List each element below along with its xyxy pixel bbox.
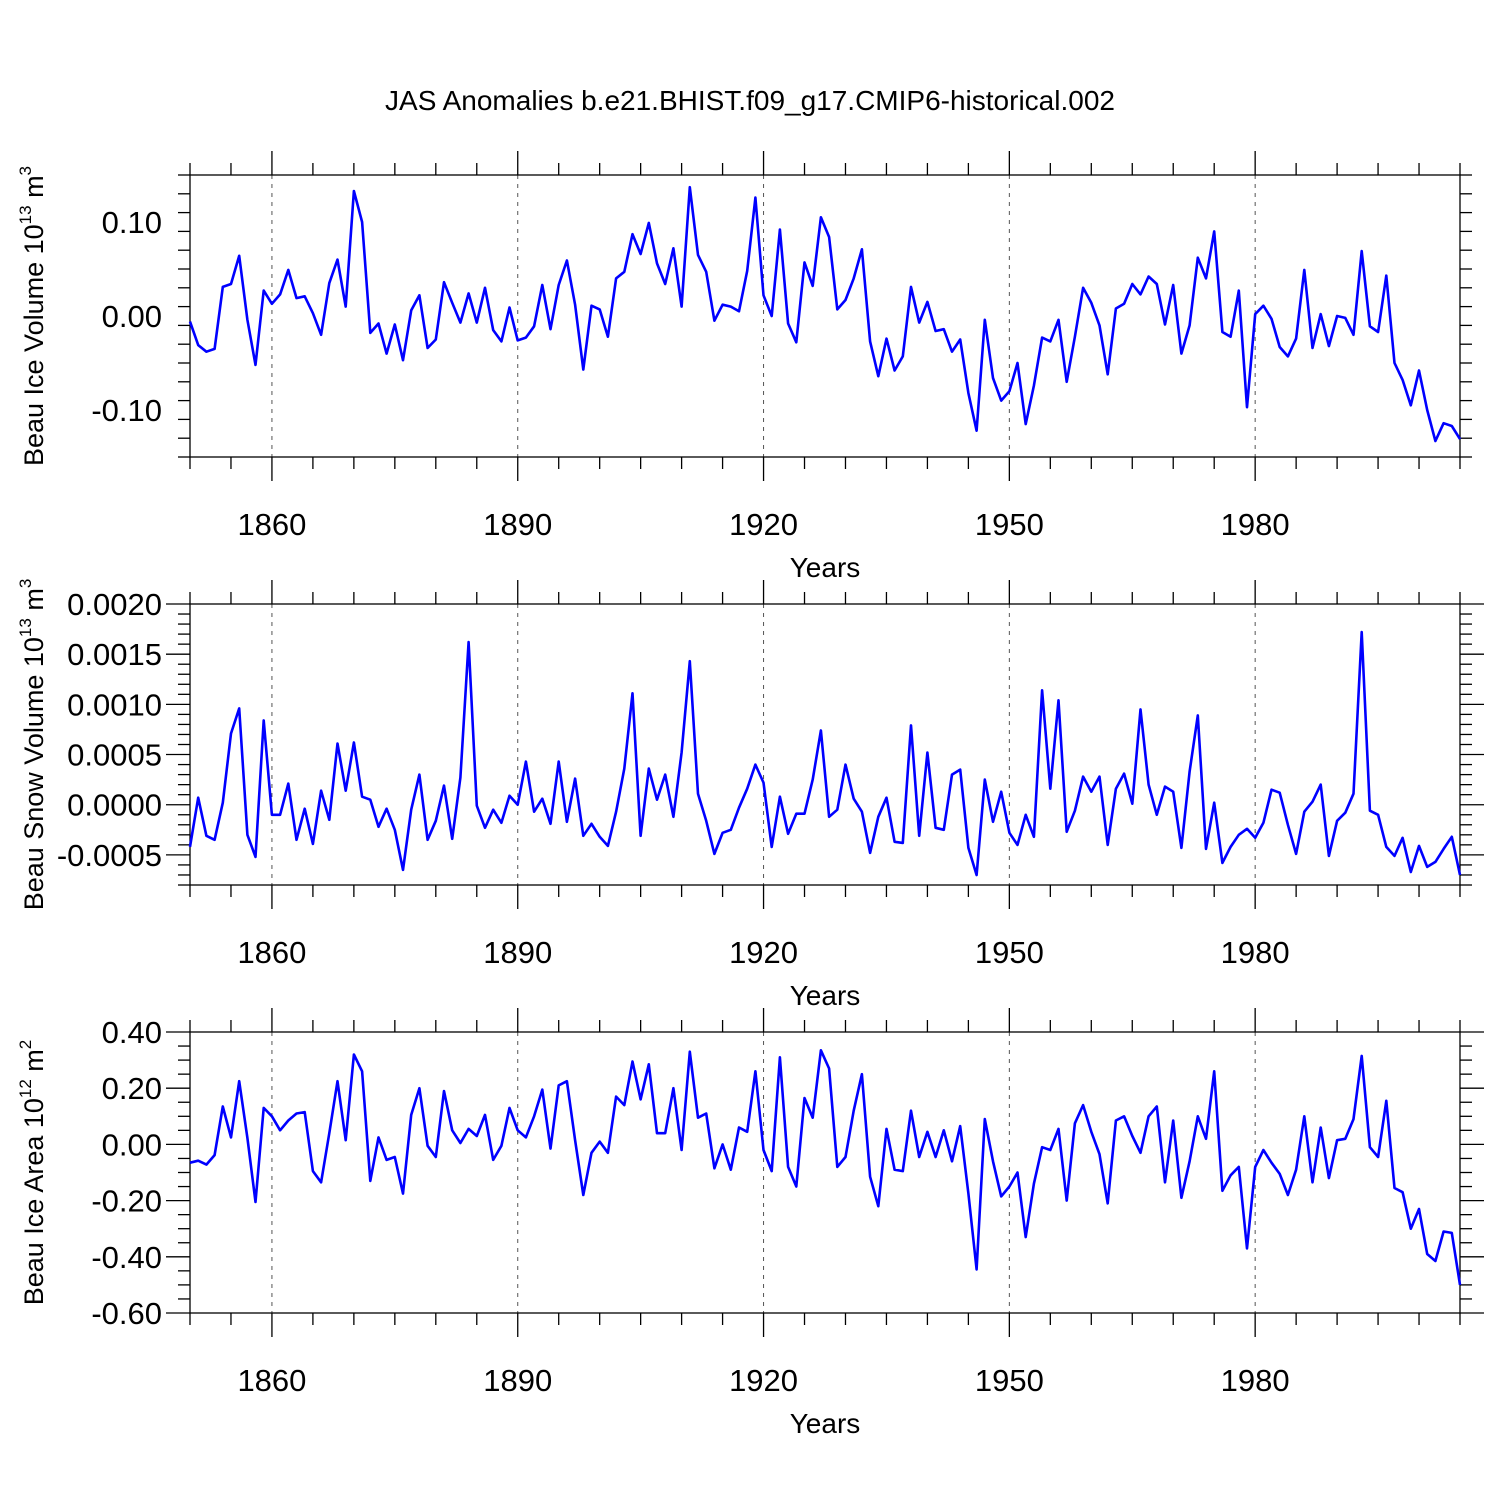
panel-snow-volume: -0.0005 0.0000 0.0005 0.0010 0.0015 0.0020 18… xyxy=(16,579,1484,1011)
x-tick-label: 1860 xyxy=(237,1363,306,1398)
y-axis-label: Beau Ice Area 1012 m2 xyxy=(16,1040,49,1306)
x-axis-label: Years xyxy=(790,1408,861,1439)
y-axis-label-unit: m xyxy=(19,1049,49,1079)
y-tick-label: 0.10 xyxy=(102,205,162,240)
x-tick-label: 1950 xyxy=(975,935,1044,970)
axis-ticks xyxy=(166,580,1484,909)
x-tick-label: 1890 xyxy=(483,935,552,970)
y-tick-label: 0.00 xyxy=(102,299,162,334)
x-tick-labels: 1860 1890 1920 1950 1980 xyxy=(237,507,1289,542)
plot-frame xyxy=(189,603,1461,886)
x-tick-label: 1980 xyxy=(1221,507,1290,542)
y-axis-label-unit-exponent: 3 xyxy=(16,579,35,588)
y-axis-label-unit-exponent: 3 xyxy=(16,166,35,175)
x-tick-label: 1890 xyxy=(483,1363,552,1398)
x-tick-label: 1980 xyxy=(1221,1363,1290,1398)
y-axis-label-exponent: 12 xyxy=(16,1079,35,1098)
y-tick-label: 0.0015 xyxy=(67,637,162,672)
y-tick-label: 0.20 xyxy=(102,1071,162,1106)
y-tick-label: -0.60 xyxy=(91,1296,162,1331)
y-axis-label: Beau Ice Volume 1013 m3 xyxy=(16,166,49,466)
x-tick-label: 1860 xyxy=(237,935,306,970)
y-axis-label-main: Beau Ice Volume 10 xyxy=(19,224,49,466)
y-axis-label-unit-exponent: 2 xyxy=(16,1040,35,1049)
y-axis-label: Beau Snow Volume 1013 m3 xyxy=(16,579,49,911)
plot-frame xyxy=(189,174,1461,458)
y-axis-label-unit: m xyxy=(19,588,49,618)
vertical-gridlines xyxy=(271,1032,1256,1313)
x-axis-label: Years xyxy=(790,980,861,1011)
y-tick-label: -0.0005 xyxy=(57,838,162,873)
panel-ice-volume: -0.10 0.00 0.10 1860 1890 1920 1950 1980 Years… xyxy=(16,151,1472,583)
ice-volume-series-line xyxy=(188,185,1462,443)
x-tick-label: 1950 xyxy=(975,1363,1044,1398)
y-tick-label: -0.20 xyxy=(91,1184,162,1219)
y-tick-label: -0.40 xyxy=(91,1240,162,1275)
y-tick-label: 0.0005 xyxy=(67,738,162,773)
snow-volume-series-line xyxy=(188,630,1462,877)
x-tick-label: 1920 xyxy=(729,935,798,970)
panel-ice-area: -0.60 -0.40 -0.20 0.00 0.20 0.40 1860 1890 1920… xyxy=(16,1008,1484,1439)
x-tick-label: 1890 xyxy=(483,507,552,542)
y-tick-label: 0.00 xyxy=(102,1127,162,1162)
y-tick-labels: -0.0005 0.0000 0.0005 0.0010 0.0015 0.0020 xyxy=(57,587,162,873)
y-tick-labels: -0.10 0.00 0.10 xyxy=(91,205,162,428)
x-tick-label: 1980 xyxy=(1221,935,1290,970)
y-axis-label-exponent: 13 xyxy=(16,205,35,224)
vertical-gridlines xyxy=(271,175,1256,457)
axis-ticks xyxy=(166,1008,1484,1337)
x-tick-labels: 1860 1890 1920 1950 1980 xyxy=(237,935,1289,970)
axis-ticks xyxy=(178,151,1472,481)
y-tick-label: 0.40 xyxy=(102,1015,162,1050)
y-tick-label: 0.0020 xyxy=(67,587,162,622)
x-axis-label: Years xyxy=(790,552,861,583)
plot-frame xyxy=(189,1031,1461,1314)
y-axis-label-exponent: 13 xyxy=(16,618,35,637)
figure-title: JAS Anomalies b.e21.BHIST.f09_g17.CMIP6-… xyxy=(385,85,1115,116)
y-tick-label: 0.0010 xyxy=(67,687,162,722)
x-tick-labels: 1860 1890 1920 1950 1980 xyxy=(237,1363,1289,1398)
y-tick-label: -0.10 xyxy=(91,393,162,428)
x-tick-label: 1860 xyxy=(237,507,306,542)
x-tick-label: 1920 xyxy=(729,1363,798,1398)
x-tick-label: 1950 xyxy=(975,507,1044,542)
y-axis-label-main: Beau Ice Area 10 xyxy=(19,1098,49,1305)
y-tick-label: 0.0000 xyxy=(67,788,162,823)
y-axis-label-unit: m xyxy=(19,175,49,205)
ice-area-series-line xyxy=(189,1049,1462,1286)
x-tick-label: 1920 xyxy=(729,507,798,542)
y-axis-label-main: Beau Snow Volume 10 xyxy=(19,637,49,910)
y-tick-labels: -0.60 -0.40 -0.20 0.00 0.20 0.40 xyxy=(91,1015,162,1331)
